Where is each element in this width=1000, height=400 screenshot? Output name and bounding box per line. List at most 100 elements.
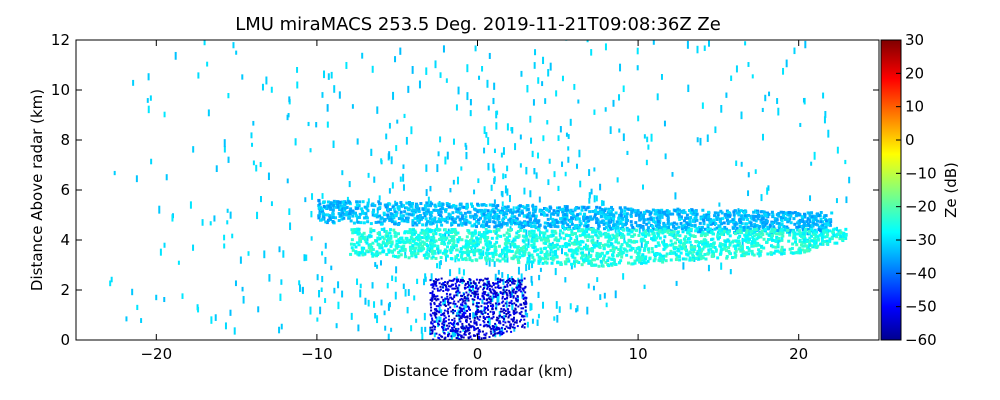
echo-point — [493, 295, 496, 298]
echo-point — [484, 256, 488, 260]
echo-point — [693, 235, 697, 239]
echo-point — [410, 250, 414, 254]
echo-point — [501, 201, 504, 207]
echo-point — [484, 242, 488, 246]
echo-point — [749, 214, 752, 220]
echo-point — [446, 295, 449, 298]
echo-point — [433, 293, 436, 296]
echo-point — [645, 159, 648, 166]
echo-point — [702, 220, 706, 224]
echo-point — [512, 320, 515, 323]
echo-point — [602, 257, 606, 261]
echo-point — [430, 273, 433, 281]
echo-point — [459, 330, 462, 333]
echo-point — [482, 250, 485, 257]
echo-point — [664, 153, 667, 160]
echo-point — [604, 235, 608, 239]
echo-point — [562, 209, 566, 213]
echo-point — [647, 233, 651, 237]
echo-point — [529, 217, 533, 221]
echo-point — [450, 245, 454, 249]
echo-point — [665, 211, 669, 215]
echo-point — [451, 308, 454, 311]
echo-point — [656, 213, 660, 217]
echo-point — [456, 210, 460, 214]
echo-point — [575, 252, 579, 256]
echo-point — [513, 327, 516, 332]
echo-point — [556, 213, 560, 217]
echo-point — [800, 29, 802, 34]
echo-point — [356, 220, 360, 224]
echo-point — [339, 212, 343, 216]
echo-point — [471, 233, 475, 237]
echo-point — [496, 234, 500, 238]
echo-point — [548, 223, 552, 227]
echo-point — [726, 221, 730, 225]
echo-point — [716, 211, 720, 215]
echo-point — [341, 206, 345, 210]
echo-point — [327, 204, 331, 208]
echo-point — [707, 215, 711, 219]
echo-point — [571, 213, 575, 217]
echo-point — [761, 233, 765, 237]
echo-point — [725, 230, 729, 234]
echo-point — [577, 226, 581, 230]
echo-point — [404, 216, 408, 220]
echo-point — [354, 207, 358, 211]
echo-point — [741, 250, 745, 254]
echo-point — [737, 212, 741, 216]
echo-point — [499, 225, 503, 229]
echo-point — [584, 256, 588, 260]
echo-point — [492, 163, 495, 172]
echo-point — [439, 136, 442, 143]
echo-point — [315, 121, 318, 128]
echo-point — [494, 282, 497, 285]
echo-point — [755, 233, 759, 237]
echo-point — [709, 219, 713, 223]
echo-point — [654, 228, 658, 232]
echo-point — [565, 258, 569, 262]
echo-point — [477, 221, 481, 225]
echo-point — [538, 274, 541, 281]
echo-point — [581, 233, 585, 237]
echo-point — [650, 133, 653, 142]
echo-point — [512, 311, 515, 314]
echo-point — [492, 313, 495, 316]
echo-point — [530, 275, 533, 283]
echo-point — [780, 229, 784, 233]
echo-point — [724, 212, 728, 216]
echo-point — [750, 240, 754, 244]
echo-point — [805, 220, 809, 224]
echo-point — [739, 226, 743, 230]
echo-point — [436, 247, 440, 251]
echo-point — [256, 211, 259, 220]
echo-point — [757, 248, 761, 252]
echo-point — [333, 287, 336, 294]
echo-point — [490, 184, 493, 191]
echo-point — [501, 218, 505, 222]
echo-point — [813, 242, 817, 246]
echo-point — [706, 212, 710, 216]
echo-point — [554, 211, 558, 215]
echo-point — [594, 241, 598, 245]
echo-point — [750, 244, 754, 248]
echo-point — [576, 217, 580, 221]
echo-point — [400, 247, 404, 251]
echo-point — [593, 229, 597, 233]
echo-point — [529, 115, 532, 123]
echo-point — [514, 307, 517, 310]
echo-point — [570, 241, 574, 245]
echo-point — [570, 222, 574, 226]
echo-point — [417, 235, 421, 239]
echo-point — [150, 158, 153, 165]
echo-point — [495, 236, 499, 240]
echo-point — [633, 233, 637, 237]
echo-point — [559, 126, 562, 133]
echo-point — [414, 209, 418, 213]
echo-point — [615, 220, 619, 224]
echo-point — [561, 207, 565, 211]
echo-point — [532, 229, 536, 233]
echo-point — [813, 215, 817, 219]
echo-point — [606, 240, 610, 244]
echo-point — [751, 237, 755, 241]
